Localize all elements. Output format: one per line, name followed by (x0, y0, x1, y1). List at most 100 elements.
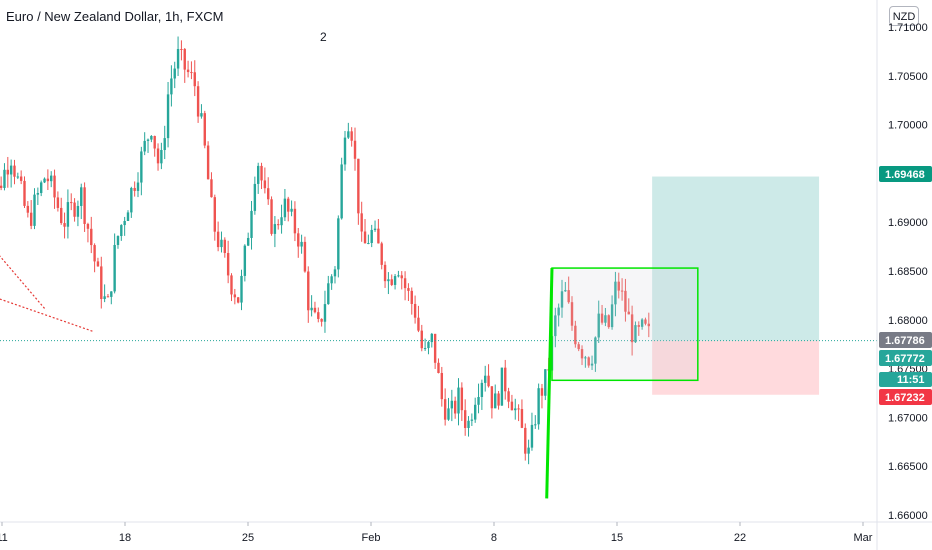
candle-body (106, 296, 110, 298)
candle-body (9, 165, 13, 175)
candle-body (73, 202, 76, 217)
candle-body (447, 408, 450, 420)
candle-body (413, 303, 417, 318)
candle-body (634, 325, 637, 343)
candle-body (537, 388, 540, 425)
candle-body (36, 193, 40, 195)
candle-body (477, 396, 480, 405)
entry-label: 1.67786 (885, 335, 925, 347)
candle-body (66, 202, 70, 227)
price-tick-label: 1.71000 (888, 22, 928, 34)
candle-body (440, 372, 444, 400)
candle-body (173, 68, 176, 79)
candle-body (260, 165, 263, 181)
candle-body (363, 231, 367, 244)
trend-line (0, 255, 47, 311)
candle-body (517, 408, 520, 410)
candle-body (393, 276, 397, 285)
candle-body (29, 212, 33, 226)
candle-body (56, 197, 60, 208)
candle-body (180, 49, 183, 51)
currency-button[interactable]: NZD (889, 6, 919, 26)
candle-body (267, 188, 270, 200)
candle-body (293, 208, 297, 234)
candle-body (250, 210, 253, 238)
candle-body (256, 165, 260, 184)
candle-body (143, 140, 146, 152)
candle-body (223, 239, 227, 253)
candle-body (150, 135, 153, 140)
candle-body (206, 145, 210, 180)
candle-body (46, 178, 50, 182)
candle-body (380, 243, 383, 265)
candle-body (186, 69, 190, 73)
candle-body (607, 315, 610, 328)
candle-body (93, 245, 96, 262)
price-tick-label: 1.68500 (888, 266, 928, 278)
candle-body (176, 49, 180, 69)
candle-body (263, 180, 267, 189)
candle-body (353, 140, 357, 159)
candle-body (610, 304, 614, 328)
price-tick-label: 1.69000 (888, 217, 928, 229)
candle-body (594, 337, 597, 364)
candle-body (226, 252, 230, 276)
candle-body (357, 158, 360, 214)
candle-body (26, 205, 30, 213)
candle-body (490, 386, 494, 409)
candle-body (500, 367, 504, 406)
candle-body (307, 271, 310, 311)
stop-loss-label-bg (879, 389, 932, 405)
time-tick-label: 15 (611, 532, 623, 544)
zones-layer (652, 176, 820, 395)
candle-body (410, 290, 413, 304)
candle-body (600, 313, 604, 323)
candle-body (624, 290, 627, 312)
candle-body (103, 296, 106, 299)
candle-body (16, 176, 20, 178)
candle-body (193, 72, 196, 87)
candle-body (647, 323, 650, 327)
candle-body (190, 72, 193, 74)
candle-body (514, 408, 517, 411)
candle-body (166, 94, 170, 139)
candle-body (210, 179, 213, 198)
candle-body (60, 207, 63, 224)
candle-body (290, 208, 293, 212)
candle-body (360, 213, 363, 232)
time-tick-label: Feb (362, 532, 381, 544)
candle-body (630, 314, 634, 343)
candle-body (567, 290, 570, 303)
candle-body (480, 382, 484, 397)
candle-body (183, 49, 186, 70)
candle-body (230, 275, 233, 295)
time-tick-label: 25 (242, 532, 254, 544)
candle-body (580, 349, 584, 359)
candle-body (544, 369, 547, 396)
candle-body (627, 311, 630, 315)
candle-body (644, 319, 647, 324)
candle-body (76, 205, 80, 217)
candle-body (133, 187, 136, 191)
candle-body (120, 225, 123, 237)
candle-body (297, 233, 300, 247)
candle-body (0, 185, 3, 188)
candle-body (50, 175, 53, 182)
candle-body (39, 182, 43, 194)
candle-body (577, 344, 580, 350)
candle-body (463, 410, 467, 428)
candle-body (163, 138, 166, 151)
time-tick-label: 18 (119, 532, 131, 544)
candle-body (617, 281, 620, 291)
candle-body (317, 312, 320, 319)
candle-body (333, 269, 337, 277)
candle-body (3, 169, 6, 188)
candle-body (100, 266, 103, 299)
candle-body (510, 401, 514, 411)
candle-body (233, 294, 237, 298)
candle-body (460, 387, 464, 411)
stop-loss-label: 1.67232 (885, 392, 925, 404)
take-profit-label: 1.69468 (885, 169, 925, 181)
